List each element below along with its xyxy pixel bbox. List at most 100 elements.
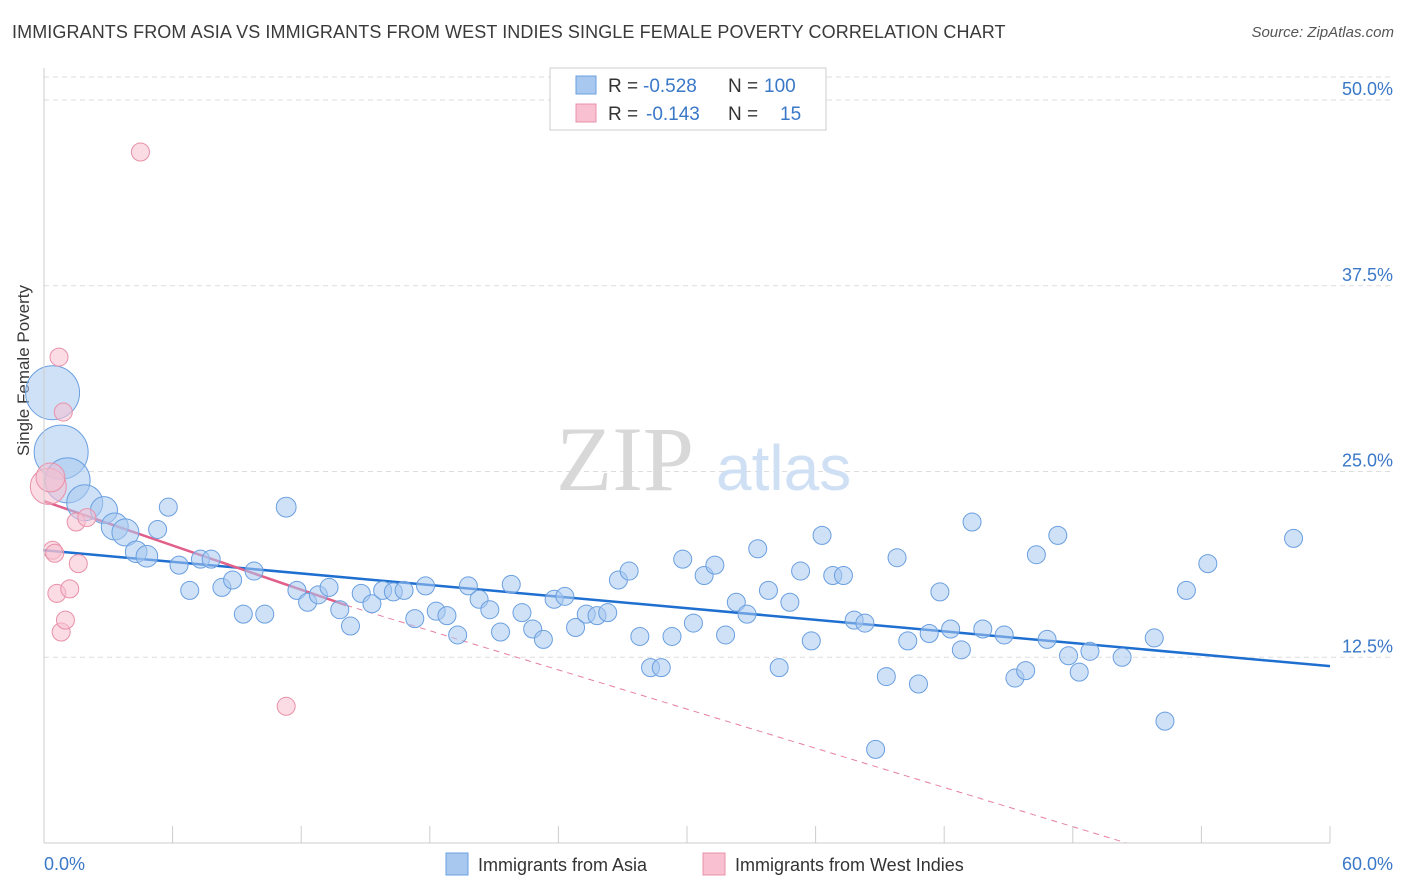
point-asia: [833, 566, 853, 586]
point-asia: [598, 603, 618, 623]
point-asia: [1059, 646, 1079, 666]
point-asia: [148, 519, 168, 539]
point-west-indies: [49, 347, 69, 367]
y-tick-label: 25.0%: [1342, 451, 1393, 471]
point-asia: [962, 512, 982, 532]
point-asia: [1144, 628, 1164, 648]
point-west-indies: [130, 142, 150, 162]
point-asia: [919, 623, 939, 643]
point-west-indies: [60, 579, 80, 599]
point-asia: [801, 631, 821, 651]
point-asia: [951, 640, 971, 660]
point-asia: [716, 625, 736, 645]
point-asia: [758, 580, 778, 600]
bottom-legend-label-west-indies: Immigrants from West Indies: [735, 855, 964, 875]
x-tick-label-max: 60.0%: [1342, 854, 1393, 874]
point-asia: [111, 518, 140, 547]
point-asia: [908, 674, 928, 694]
bottom-legend-label-asia: Immigrants from Asia: [478, 855, 648, 875]
x-tick-label-min: 0.0%: [44, 854, 85, 874]
point-west-indies: [35, 462, 66, 493]
point-asia: [512, 603, 532, 623]
point-asia: [898, 631, 918, 651]
legend-r-value-asia: -0.528: [643, 76, 697, 97]
point-asia: [748, 539, 768, 559]
point-asia: [930, 582, 950, 602]
point-asia: [1198, 554, 1218, 574]
point-west-indies: [45, 543, 65, 563]
point-asia: [855, 613, 875, 633]
point-asia: [812, 525, 832, 545]
point-asia: [533, 629, 553, 649]
point-asia: [437, 606, 457, 626]
bottom-legend-swatch-west-indies: [702, 852, 726, 876]
source-label: Source: ZipAtlas.com: [1251, 24, 1394, 41]
point-asia: [630, 626, 650, 646]
point-asia: [683, 613, 703, 633]
legend-n-label-asia: N =: [728, 76, 758, 97]
point-asia: [866, 739, 886, 759]
point-asia: [448, 625, 468, 645]
point-asia: [287, 580, 307, 600]
legend-n-value-asia: 100: [764, 76, 796, 97]
chart-title: IMMIGRANTS FROM ASIA VS IMMIGRANTS FROM …: [12, 22, 1006, 42]
point-asia: [555, 586, 575, 606]
point-asia: [1080, 641, 1100, 661]
point-asia: [340, 616, 360, 636]
point-asia: [223, 570, 243, 590]
point-asia: [1112, 647, 1132, 667]
correlation-legend: R = -0.528 N = 100 R = -0.143 N = 15: [549, 67, 827, 131]
point-asia: [275, 496, 297, 518]
point-asia: [1016, 661, 1036, 681]
point-asia: [994, 625, 1014, 645]
watermark-zip: ZIP: [556, 408, 694, 510]
point-asia: [330, 600, 350, 620]
legend-r-label-west-indies: R =: [608, 104, 638, 125]
points-layer: [25, 142, 1304, 759]
point-asia: [887, 548, 907, 568]
point-asia: [876, 667, 896, 687]
point-west-indies: [53, 402, 73, 422]
point-asia: [1048, 525, 1068, 545]
point-asia: [233, 604, 253, 624]
point-asia: [566, 618, 586, 638]
point-asia: [726, 592, 746, 612]
legend-swatch-asia: [575, 75, 597, 95]
point-asia: [416, 576, 436, 596]
point-asia: [662, 626, 682, 646]
point-asia: [973, 619, 993, 639]
point-asia: [394, 580, 414, 600]
point-asia: [201, 549, 221, 569]
point-asia: [480, 600, 500, 620]
point-asia: [135, 544, 159, 568]
trend-line-west-indies-extension: [346, 604, 1127, 844]
watermark-atlas: atlas: [716, 432, 851, 504]
point-asia: [362, 594, 382, 614]
bottom-legend-swatch-asia: [445, 852, 469, 876]
point-west-indies: [55, 610, 75, 630]
point-asia: [651, 658, 671, 678]
point-asia: [319, 577, 339, 597]
point-asia: [255, 604, 275, 624]
point-asia: [780, 592, 800, 612]
point-asia: [1037, 629, 1057, 649]
point-asia: [941, 619, 961, 639]
point-asia: [1069, 662, 1089, 682]
legend-swatch-west-indies: [575, 103, 597, 123]
point-asia: [1026, 545, 1046, 565]
point-asia: [769, 658, 789, 678]
point-asia: [1284, 528, 1304, 548]
legend-r-value-west-indies: -0.143: [646, 104, 700, 125]
point-asia: [705, 555, 725, 575]
point-asia: [405, 609, 425, 629]
point-asia: [158, 497, 178, 517]
point-west-indies: [276, 696, 296, 716]
point-asia: [169, 555, 189, 575]
point-asia: [491, 622, 511, 642]
point-asia: [501, 574, 521, 594]
point-asia: [791, 561, 811, 581]
point-asia: [244, 561, 264, 581]
y-tick-label: 12.5%: [1342, 636, 1393, 656]
point-asia: [1155, 711, 1175, 731]
y-tick-label: 50.0%: [1342, 79, 1393, 99]
